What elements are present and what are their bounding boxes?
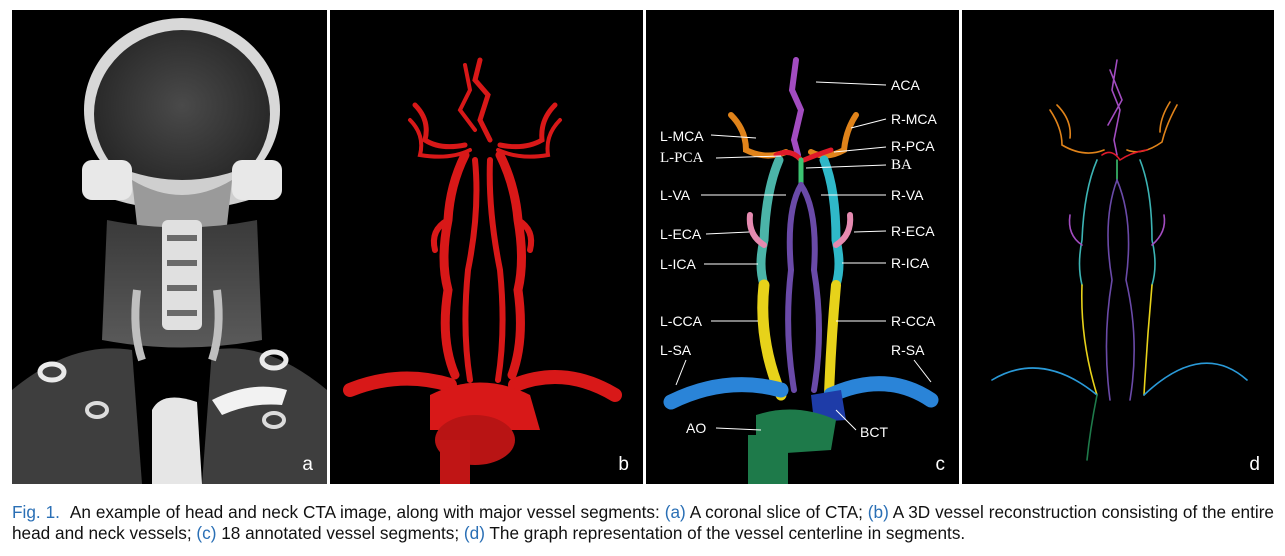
label-r-cca: R-CCA (891, 313, 936, 329)
label-l-mca: L-MCA (660, 128, 704, 144)
vessel-reconstruction-image (343, 57, 622, 484)
caption-ref-c[interactable]: (c) (196, 523, 217, 543)
caption-text-1: An example of head and neck CTA image, a… (69, 502, 665, 522)
caption-text-3: A 3D vessel reconstruction consisting of… (12, 502, 1274, 543)
label-l-sa: L-SA (660, 342, 692, 358)
caption-ref-d[interactable]: (d) (463, 523, 485, 543)
caption-prefix: Fig. 1. (12, 502, 60, 522)
panel-letter-c: c (935, 454, 946, 475)
label-r-pca: R-PCA (891, 138, 935, 154)
label-l-eca: L-ECA (660, 226, 702, 242)
panel-c-annotated-segments: ACA L-MCA R-MCA L-PCA R-PCA BA L-VA R-VA… (646, 10, 959, 484)
panel-d-centerline-graph: d (962, 10, 1274, 484)
caption-text-2: A coronal slice of CTA; (685, 502, 868, 522)
caption-ref-a[interactable]: (a) (664, 502, 686, 522)
label-r-eca: R-ECA (891, 223, 935, 239)
caption-text-4: 18 annotated vessel segments; (216, 523, 464, 543)
label-r-sa: R-SA (891, 342, 925, 358)
centerline-graph-image (991, 59, 1248, 461)
figure-caption: Fig. 1. An example of head and neck CTA i… (12, 502, 1274, 544)
caption-ref-b[interactable]: (b) (867, 502, 889, 522)
label-l-va: L-VA (660, 187, 691, 203)
label-ba: BA (891, 157, 912, 173)
label-l-pca: L-PCA (660, 150, 704, 166)
label-l-cca: L-CCA (660, 313, 703, 329)
figure: a (12, 10, 1274, 484)
label-r-mca: R-MCA (891, 111, 937, 127)
label-r-ica: R-ICA (891, 255, 930, 271)
label-r-va: R-VA (891, 187, 924, 203)
label-bct: BCT (860, 424, 888, 440)
annotated-vessel-image (663, 57, 939, 484)
caption-text-5: The graph representation of the vessel c… (484, 523, 966, 543)
panel-letter-b: b (618, 454, 629, 475)
panel-letter-d: d (1249, 454, 1260, 475)
label-ao: AO (686, 420, 707, 436)
panel-letter-a: a (302, 454, 313, 475)
panel-b-3d-reconstruction: b (330, 10, 643, 484)
ct-slice-image (12, 18, 327, 484)
label-aca: ACA (891, 77, 920, 93)
panel-a-ct-slice: a (12, 10, 327, 484)
label-l-ica: L-ICA (660, 256, 696, 272)
